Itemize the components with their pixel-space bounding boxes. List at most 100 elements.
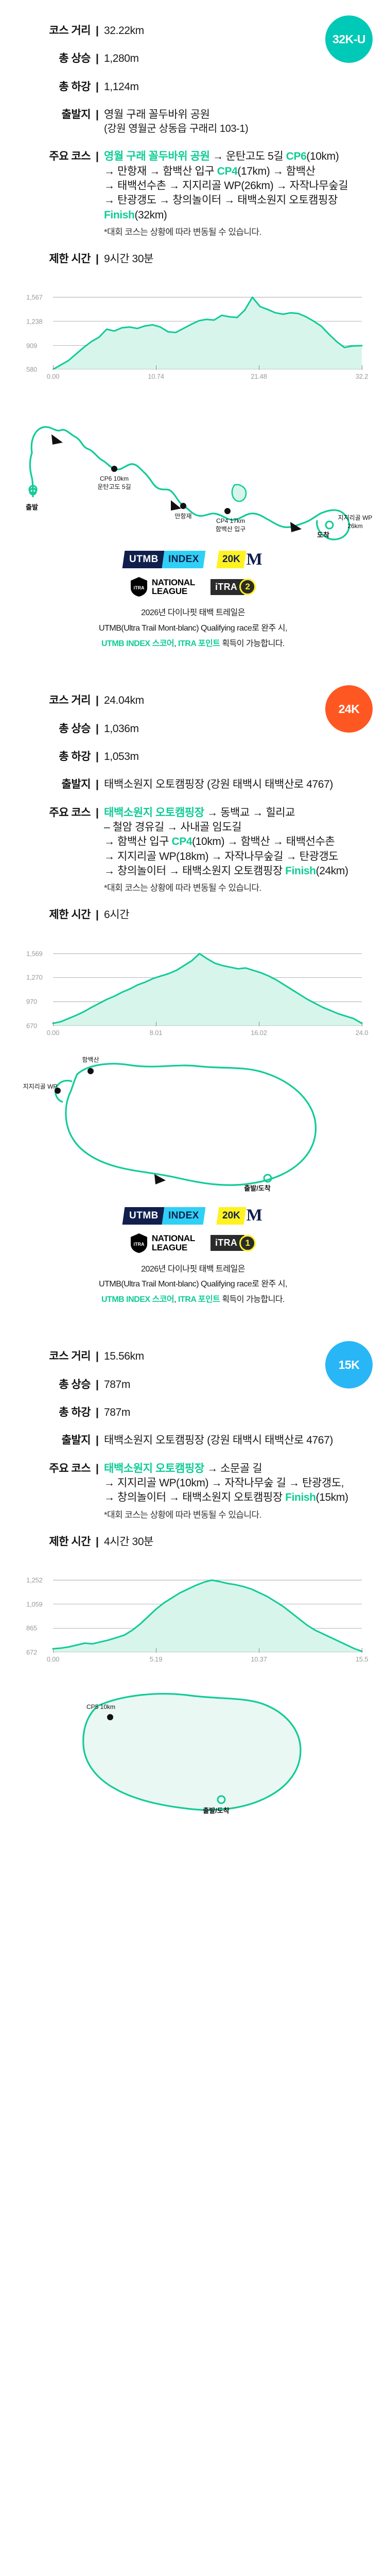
cp6-marker [111,466,117,472]
spec-label-time-limit: 제한 시간 [49,909,91,921]
map-label-manhangjae: 만항재 [174,513,191,520]
y-axis-tick-label: 1,252 [26,1576,43,1584]
utmb-wordmark: UTMB [122,1207,165,1225]
y-axis-tick-label: 580 [26,365,38,374]
course-line: → 만항재 → 함백산 입구 CP4(17km) → 함백산 [104,164,376,179]
spec-row-descent: 총 하강 | 1,053m [0,750,386,764]
course-text: → 지지리골 WP(10km) → 자작나무숲 길 → 탄광갱도, [104,1477,344,1489]
cp4-marker [224,508,231,515]
spec-row-time-limit: 제한 시간 | 9시간 30분 [0,252,386,266]
x-axis-tick-label: 10.37 [251,1655,267,1663]
course-line: → 함백산 입구 CP4(10km) → 함백산 → 태백선수촌 [104,835,376,849]
itra-national-text: NATIONAL [151,578,195,588]
spec-separator: | [96,80,99,93]
course-line: 태백소원지 오토캠핑장 → 소문골 길 [104,1462,376,1476]
elevation-area-chart [52,1579,363,1652]
course-text: → 소문골 길 [204,1462,262,1475]
y-axis-tick-label: 909 [26,342,38,350]
x-axis-tick-label: 0.00 [46,372,60,381]
itra-badges-row-32k: iTRA NATIONAL LEAGUE iTRA 2 [0,571,386,600]
spec-row-distance: 코스 거리 | 24.04km [0,693,386,708]
qual-line-1: 2026년 다이나핏 태백 트레일은 [141,608,245,618]
course-text: → 태백선수촌 → 지지리골 WP(26km) → 자작나무숲길 [104,180,348,192]
course-text: → 창의놀이터 → 태백소원지 오토캠핑장 [104,1492,286,1504]
qualification-note-32k: 2026년 다이나핏 태백 트레일은 UTMB(Ultra Trail Mont… [0,600,386,665]
x-axis-tick-label: 5.19 [149,1655,163,1663]
y-axis-tick-label: 1,238 [26,317,43,326]
course-text: – 철암 경유길 → 사내골 임도길 [104,821,242,833]
svg-text:iTRA: iTRA [133,585,144,590]
jijirigol-marker [55,1087,61,1094]
chart-area-fill [53,297,362,370]
map-label-cp6-sub: 운탄고도 5길 [97,483,131,490]
utmb-index-logo: UTMB INDEX [122,551,206,569]
elevation-chart-15k: 1,252 1,059 865 672 0.00 5.19 10.37 15.5 [0,1563,386,1670]
x-axis-tick-label: 0.00 [46,1028,60,1037]
start-name: 태백소원지 오토캠핑장 (강원 태백시 태백산로 4767) [104,1434,333,1447]
map-label-start-finish: 출발/도착 [203,1807,229,1815]
qual-hl-itra-point: ITRA 포인트 [178,1295,220,1304]
map-label-jijirigol-sub: 26km [347,522,362,530]
course-map-24k: 함백산 지지리골 WP 출발/도착 [0,1043,386,1198]
spec-table-24k: 코스 거리 | 24.04km 총 상승 | 1,036m 총 하강 | 1,0… [0,670,386,922]
start-name: 영월 구래 꼴두바위 공원 [104,109,210,121]
spec-value-time-limit: 9시간 30분 [104,253,154,265]
y-axis-tick-label: 1,569 [26,950,43,958]
map-label-cp4-sub: 함백산 입구 [216,526,246,533]
index-wordmark: INDEX [162,1207,206,1225]
svg-text:iTRA: iTRA [133,1242,144,1247]
utmb-k-logo: 20K M [216,551,262,569]
map-label-cp6: CP6 10km [100,475,129,482]
x-axis-tick-label: 16.02 [251,1028,267,1037]
itra-national-league-logo: iTRA NATIONAL LEAGUE [130,1233,195,1253]
course-highlight: 태백소원지 오토캠핑장 [104,1462,204,1475]
map-label-cp5: CP5 10km [86,1703,115,1710]
itra-points-value: 1 [239,1234,256,1251]
spec-label-course: 주요 코스 [49,150,91,163]
k-value-text: 20K [222,554,240,565]
course-text: → 운탄고도 5길 [209,150,286,163]
course-line: → 지지리골 WP(18km) → 자작나무숲길 → 탄광갱도 [104,850,376,864]
itra-shield-icon: iTRA [130,1233,147,1253]
course-note: *대회 코스는 상황에 따라 변동될 수 있습니다. [104,1510,261,1520]
qual-mid: , [174,1295,179,1304]
course-line: → 지지리골 WP(10km) → 자작나무숲 길 → 탄광갱도, [104,1476,376,1490]
x-axis-tick-label: 10.74 [148,372,164,381]
course-section-24k: 24K 코스 거리 | 24.04km 총 상승 | 1,036m 총 하강 |… [0,670,386,1326]
spec-label-start: 출발지 [61,109,91,121]
spec-separator: | [96,750,99,762]
itra-points-wordmark: iTRA [210,579,245,595]
route-spur-left [55,1079,73,1103]
spec-value-ascent: 1,280m [104,53,139,65]
spec-row-time-limit: 제한 시간 | 6시간 [0,908,386,922]
y-axis-tick-label: 970 [26,997,38,1006]
chart-area-fill [53,953,362,1026]
start-marker [29,487,37,496]
elevation-chart-32k: 1,567 1,238 909 580 0.00 10.74 21.48 32.2 [0,280,386,387]
chart-line [52,953,363,1024]
y-axis-tick-label: 1,567 [26,293,43,301]
itra-text: iTRA [215,1238,238,1248]
course-text: (17km) → 함백산 [237,165,315,177]
qual-hl-utmb-index: UTMB INDEX 스코어 [101,1295,174,1304]
spec-row-course: 주요 코스 | 태백소원지 오토캠핑장 → 소문골 길 → 지지리골 WP(10k… [0,1462,386,1521]
spec-row-distance: 코스 거리 | 32.22km [0,24,386,38]
spec-separator: | [96,694,99,707]
utmb-k-logo: 20K M [216,1207,262,1225]
itra-points-logo: iTRA 1 [210,1234,256,1251]
elevation-chart-canvas: 1,569 1,270 970 670 [23,950,363,1029]
course-section-15k: 15K 코스 거리 | 15.56km 총 상승 | 787m 총 하강 | 7… [0,1326,386,1835]
spec-value-descent: 787m [104,1406,130,1418]
route-loop-path [82,1693,302,1811]
course-badge-32k: 32K-U [325,15,373,63]
course-line: 영월 구래 꼴두바위 공원 → 운탄고도 5길 CP6(10km) [104,149,376,164]
spec-row-start: 출발지 | 태백소원지 오토캠핑장 (강원 태백시 태백산로 4767) [0,777,386,792]
utmb-index-logo: UTMB INDEX [122,1207,206,1225]
start-finish-marker [263,1174,272,1183]
spec-row-descent: 총 하강 | 787m [0,1405,386,1420]
spec-value-distance: 15.56km [104,1350,144,1363]
itra-points-logo: iTRA 2 [210,579,256,596]
spec-value-course: 태백소원지 오토캠핑장 → 동백교 → 힐리교 – 철암 경유길 → 사내골 임도… [104,806,386,895]
utmb-text: UTMB [129,1210,159,1221]
utmb-text: UTMB [129,554,159,565]
